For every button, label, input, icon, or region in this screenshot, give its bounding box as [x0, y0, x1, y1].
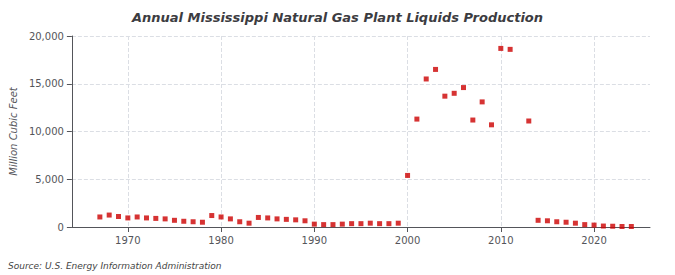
svg-text:1970: 1970	[115, 235, 140, 246]
svg-text:1980: 1980	[208, 235, 233, 246]
svg-text:0: 0	[58, 222, 64, 233]
svg-text:20,000: 20,000	[29, 31, 64, 42]
svg-text:2000: 2000	[395, 235, 420, 246]
svg-text:Annual Mississippi Natural Gas: Annual Mississippi Natural Gas Plant Liq…	[131, 10, 543, 25]
svg-text:1990: 1990	[302, 235, 327, 246]
svg-text:Million Cubic Feet: Million Cubic Feet	[8, 86, 19, 176]
svg-text:10,000: 10,000	[29, 126, 64, 137]
svg-text:Source: U.S. Energy Informatio: Source: U.S. Energy Information Administ…	[8, 261, 222, 271]
svg-text:15,000: 15,000	[29, 78, 64, 89]
svg-text:2020: 2020	[581, 235, 606, 246]
svg-text:5,000: 5,000	[35, 174, 64, 185]
svg-text:2010: 2010	[488, 235, 513, 246]
